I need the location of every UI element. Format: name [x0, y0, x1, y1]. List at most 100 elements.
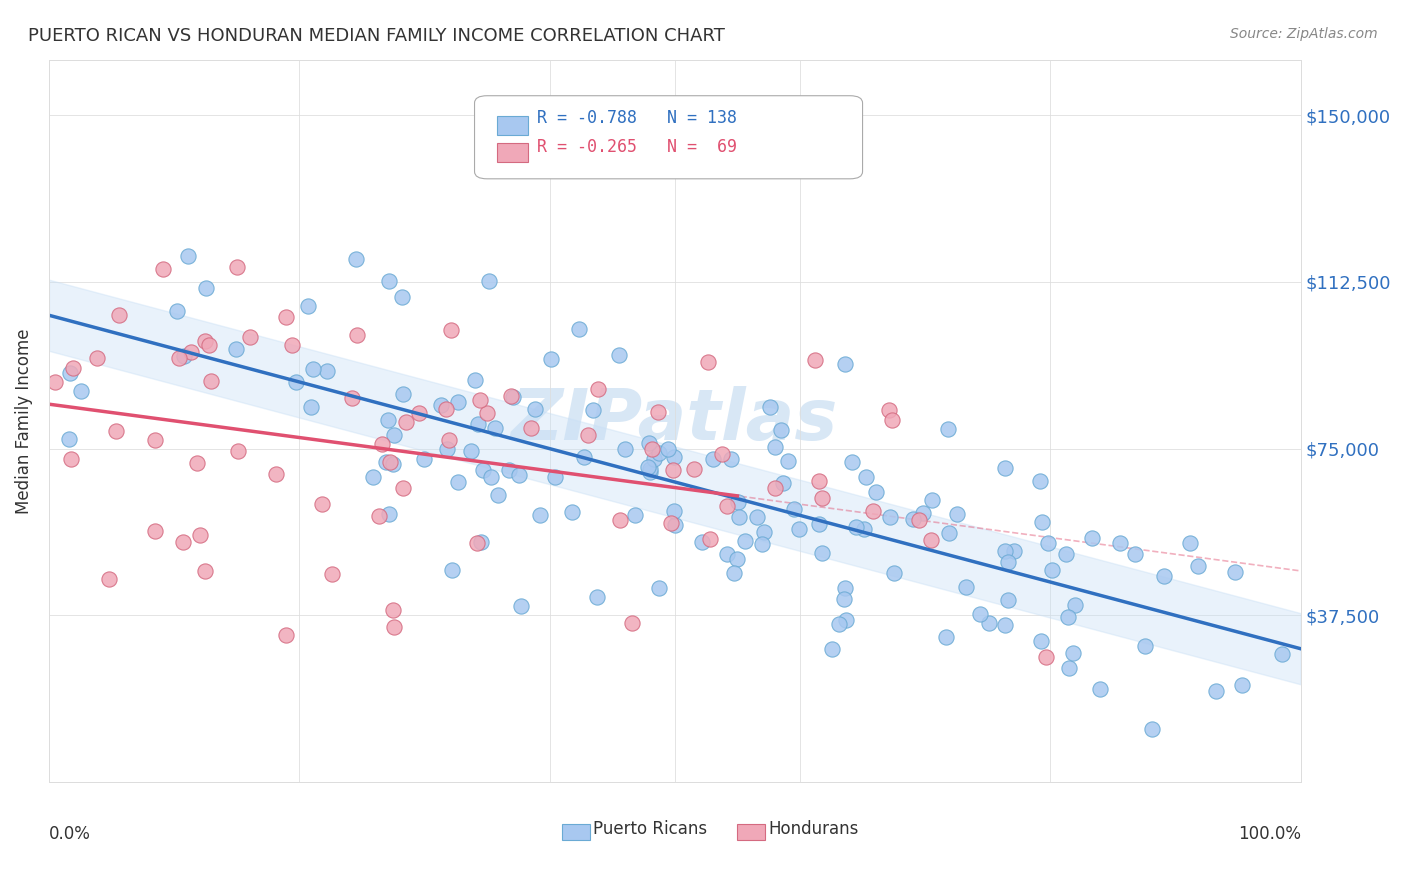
Puerto Ricans: [1178, 536, 1201, 550]
Hondurans: [62, 361, 84, 376]
Puerto Ricans: [936, 422, 959, 436]
Hondurans: [920, 533, 942, 547]
Puerto Ricans: [568, 322, 591, 336]
Hondurans: [281, 338, 304, 352]
Puerto Ricans: [173, 349, 195, 363]
Puerto Ricans: [464, 373, 486, 387]
Puerto Ricans: [997, 555, 1019, 569]
FancyBboxPatch shape: [737, 824, 765, 840]
Hondurans: [382, 620, 405, 634]
Puerto Ricans: [865, 484, 887, 499]
Puerto Ricans: [811, 546, 834, 560]
Puerto Ricans: [361, 469, 384, 483]
Puerto Ricans: [460, 444, 482, 458]
Hondurans: [804, 353, 827, 368]
Puerto Ricans: [912, 506, 935, 520]
Hondurans: [239, 329, 262, 343]
Puerto Ricans: [994, 618, 1017, 632]
Hondurans: [276, 628, 298, 642]
Hondurans: [197, 338, 219, 352]
Hondurans: [465, 535, 488, 549]
Puerto Ricans: [994, 461, 1017, 475]
Puerto Ricans: [344, 252, 367, 266]
Hondurans: [683, 462, 706, 476]
Puerto Ricans: [498, 463, 520, 477]
Hondurans: [98, 572, 121, 586]
Puerto Ricans: [638, 436, 661, 450]
Hondurans: [143, 433, 166, 447]
Puerto Ricans: [657, 442, 679, 456]
Puerto Ricans: [637, 460, 659, 475]
Hondurans: [346, 328, 368, 343]
Puerto Ricans: [623, 508, 645, 522]
Puerto Ricans: [447, 394, 470, 409]
Puerto Ricans: [1271, 647, 1294, 661]
Puerto Ricans: [702, 451, 724, 466]
Puerto Ricans: [883, 566, 905, 580]
Puerto Ricans: [574, 450, 596, 464]
Hondurans: [194, 564, 217, 578]
Text: Source: ZipAtlas.com: Source: ZipAtlas.com: [1230, 27, 1378, 41]
Puerto Ricans: [834, 357, 856, 371]
Puerto Ricans: [1088, 681, 1111, 696]
Puerto Ricans: [447, 475, 470, 489]
Hondurans: [321, 566, 343, 581]
Puerto Ricans: [997, 592, 1019, 607]
Hondurans: [699, 532, 721, 546]
Hondurans: [578, 427, 600, 442]
Puerto Ricans: [1038, 536, 1060, 550]
Puerto Ricans: [855, 470, 877, 484]
Text: R = -0.788   N = 138: R = -0.788 N = 138: [537, 109, 737, 128]
Hondurans: [808, 474, 831, 488]
Puerto Ricans: [297, 300, 319, 314]
Puerto Ricans: [1057, 610, 1080, 624]
Puerto Ricans: [1230, 678, 1253, 692]
Hondurans: [877, 403, 900, 417]
Puerto Ricans: [770, 423, 793, 437]
Hondurans: [475, 406, 498, 420]
Text: R = -0.265   N =  69: R = -0.265 N = 69: [537, 138, 737, 156]
Hondurans: [145, 524, 167, 538]
Y-axis label: Median Family Income: Median Family Income: [15, 328, 32, 514]
Puerto Ricans: [720, 452, 742, 467]
Puerto Ricans: [613, 442, 636, 457]
Puerto Ricans: [1187, 558, 1209, 573]
Puerto Ricans: [413, 451, 436, 466]
Puerto Ricans: [727, 495, 749, 509]
Hondurans: [1035, 650, 1057, 665]
Puerto Ricans: [543, 470, 565, 484]
Puerto Ricans: [486, 488, 509, 502]
Hondurans: [620, 615, 643, 630]
Hondurans: [382, 603, 405, 617]
Hondurans: [225, 260, 247, 274]
Puerto Ricans: [969, 607, 991, 621]
Puerto Ricans: [1109, 535, 1132, 549]
Hondurans: [105, 424, 128, 438]
Hondurans: [194, 334, 217, 348]
Puerto Ricans: [430, 398, 453, 412]
Puerto Ricans: [1205, 684, 1227, 698]
Puerto Ricans: [1123, 548, 1146, 562]
Puerto Ricans: [1031, 634, 1053, 648]
Puerto Ricans: [664, 518, 686, 533]
Puerto Ricans: [1054, 547, 1077, 561]
Hondurans: [810, 491, 832, 506]
Puerto Ricans: [176, 249, 198, 263]
Hondurans: [437, 434, 460, 448]
Hondurans: [647, 405, 669, 419]
Hondurans: [908, 513, 931, 527]
Puerto Ricans: [778, 454, 800, 468]
Hondurans: [172, 535, 194, 549]
Hondurans: [264, 467, 287, 481]
Puerto Ricans: [1031, 515, 1053, 529]
Puerto Ricans: [841, 455, 863, 469]
Hondurans: [226, 444, 249, 458]
Puerto Ricans: [938, 525, 960, 540]
Puerto Ricans: [375, 455, 398, 469]
Hondurans: [408, 405, 430, 419]
Hondurans: [44, 375, 66, 389]
Puerto Ricans: [662, 504, 685, 518]
Puerto Ricans: [852, 522, 875, 536]
Puerto Ricans: [648, 445, 671, 459]
Puerto Ricans: [529, 508, 551, 523]
